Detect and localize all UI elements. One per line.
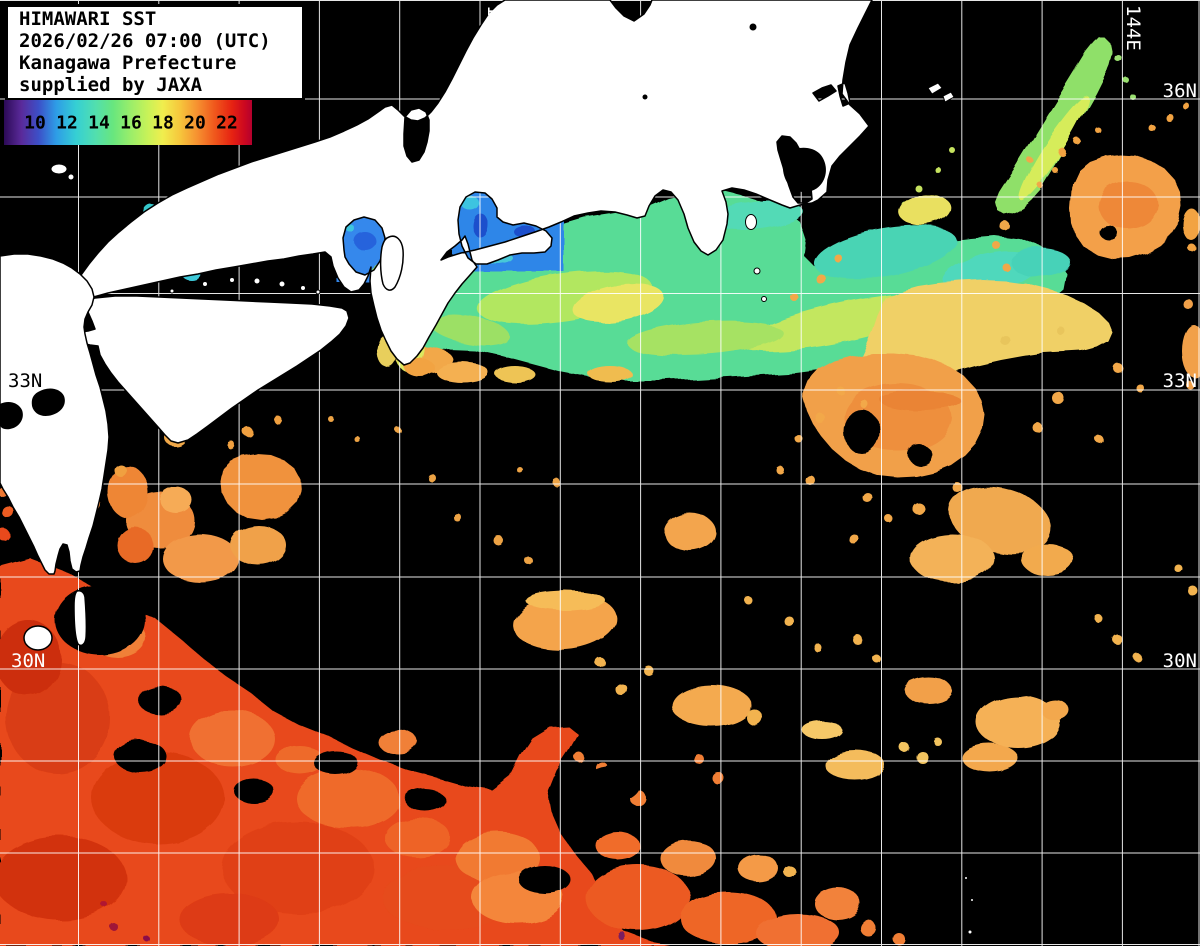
colorbar-tick: 14	[88, 112, 110, 133]
colorbar-tick: 12	[56, 112, 78, 133]
oshima-island	[745, 214, 757, 230]
lat-label-33n-right: 33N	[1162, 370, 1197, 392]
colorbar-tick: 20	[184, 112, 206, 133]
lat-label-30n-left: 30N	[11, 650, 46, 672]
lat-label-30n-right: 30N	[1162, 650, 1197, 672]
lon-label-136e: 136E	[483, 5, 505, 51]
sst-layer	[0, 37, 1200, 946]
title-box: HIMAWARI SST 2026/02/26 07:00 (UTC) Kana…	[5, 4, 305, 101]
title-datetime: 2026/02/26 07:00 (UTC)	[19, 30, 271, 52]
colorbar-tick: 16	[120, 112, 142, 133]
tanegashima-island	[73, 590, 88, 647]
title-product: HIMAWARI SST	[19, 8, 157, 30]
colorbar-tick: 22	[216, 112, 238, 133]
cloud-over-land	[0, 23, 826, 430]
yakushima-island	[23, 625, 53, 651]
temperature-colorbar: 10 12 14 16 18 20 22	[4, 100, 252, 145]
lat-label-33n-left: 33N	[8, 370, 43, 392]
small-islands	[50, 82, 974, 935]
colorbar-tick: 18	[152, 112, 174, 133]
awaji-island	[379, 235, 404, 291]
colorbar-tick: 10	[24, 112, 46, 133]
lon-label-144e: 144E	[1122, 5, 1144, 51]
land-layer	[0, 0, 873, 651]
title-region: Kanagawa Prefecture	[19, 52, 237, 74]
lat-label-36n-right: 36N	[1162, 80, 1197, 102]
title-credit: supplied by JAXA	[19, 74, 203, 96]
